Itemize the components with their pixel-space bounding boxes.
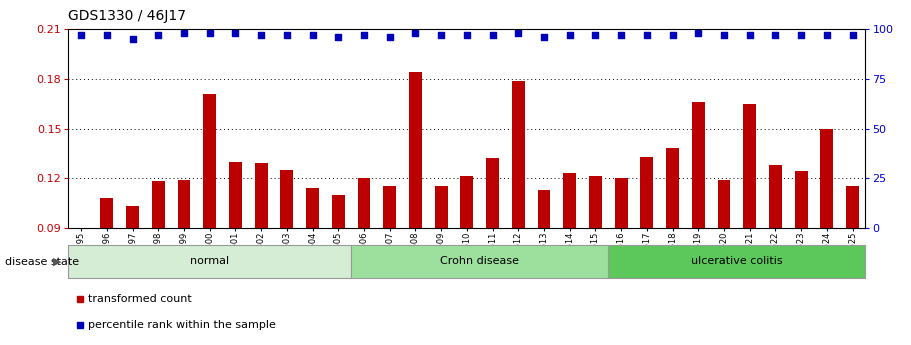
Bar [127, 206, 139, 228]
Text: normal: normal [190, 256, 230, 266]
Bar [203, 94, 216, 228]
Point [768, 32, 783, 38]
Bar [794, 171, 807, 228]
Bar [486, 158, 499, 228]
Bar [178, 180, 190, 228]
Bar [435, 186, 447, 228]
Bar [460, 176, 474, 228]
Text: ulcerative colitis: ulcerative colitis [691, 256, 783, 266]
Point [845, 32, 860, 38]
Point [357, 32, 372, 38]
Bar [609, 245, 865, 278]
Text: Crohn disease: Crohn disease [440, 256, 519, 266]
Text: percentile rank within the sample: percentile rank within the sample [88, 320, 276, 330]
Bar [769, 165, 782, 228]
Point [305, 32, 320, 38]
Bar [743, 104, 756, 228]
Point [177, 30, 191, 36]
Point [742, 32, 757, 38]
Point [589, 32, 603, 38]
Bar [358, 178, 371, 228]
Bar [691, 102, 705, 228]
Text: transformed count: transformed count [88, 294, 192, 304]
Point [383, 34, 397, 40]
Point [126, 37, 140, 42]
Point [280, 32, 294, 38]
Text: disease state: disease state [5, 257, 78, 266]
Point [434, 32, 448, 38]
Point [562, 32, 577, 38]
Bar [846, 186, 859, 228]
Point [459, 32, 474, 38]
Bar [640, 157, 653, 228]
Point [717, 32, 732, 38]
Bar [537, 190, 550, 228]
Bar [666, 148, 679, 228]
Bar [718, 180, 731, 228]
Point [331, 34, 345, 40]
Point [99, 32, 114, 38]
Bar [409, 72, 422, 228]
Point [74, 32, 88, 38]
Point [537, 34, 551, 40]
Point [254, 32, 269, 38]
Point [691, 30, 706, 36]
Point [820, 32, 834, 38]
Bar [563, 173, 576, 228]
Point [486, 32, 500, 38]
Bar [384, 186, 396, 228]
Point [408, 30, 423, 36]
Bar [351, 245, 609, 278]
Point [665, 32, 680, 38]
Point [202, 30, 217, 36]
Bar [281, 170, 293, 228]
Bar [821, 128, 834, 228]
Bar [306, 188, 319, 228]
Bar [615, 178, 628, 228]
Point [151, 32, 166, 38]
Text: ▶: ▶ [54, 257, 62, 266]
Point [793, 32, 808, 38]
Bar [68, 245, 351, 278]
Bar [152, 181, 165, 228]
Bar [589, 176, 602, 228]
Bar [100, 198, 113, 228]
Bar [255, 163, 268, 228]
Bar [512, 81, 525, 228]
Point [640, 32, 654, 38]
Point [511, 30, 526, 36]
Point [228, 30, 242, 36]
Bar [229, 161, 242, 228]
Point [614, 32, 629, 38]
Bar [332, 195, 344, 228]
Text: GDS1330 / 46J17: GDS1330 / 46J17 [68, 9, 187, 23]
